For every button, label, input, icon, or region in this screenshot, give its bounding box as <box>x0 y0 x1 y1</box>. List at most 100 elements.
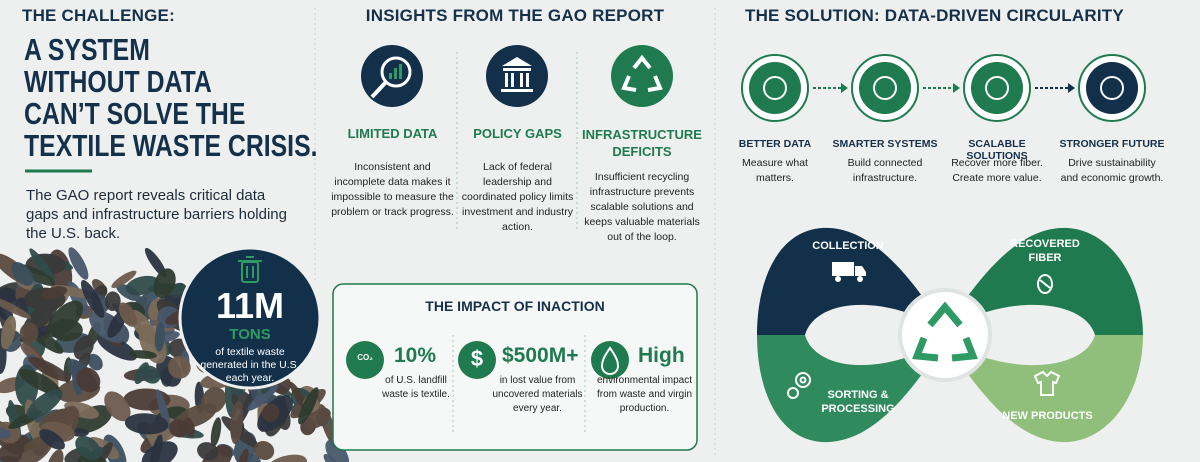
step-glyph <box>873 76 897 100</box>
step-arrowhead <box>953 83 960 93</box>
step-glyph <box>985 76 1009 100</box>
gear-icon <box>787 372 811 399</box>
bank-icon <box>501 57 533 92</box>
insight-text: Insufficient recycling infrastructure pr… <box>584 171 700 243</box>
step-title: STRONGER FUTURE <box>1059 138 1165 150</box>
headline-line: A SYSTEM <box>24 32 150 67</box>
fabric <box>210 417 222 447</box>
insight-text: Inconsistent and incomplete data makes i… <box>331 161 454 218</box>
headline-line: WITHOUT DATA <box>24 64 212 99</box>
stat-value: 11M <box>215 285 285 326</box>
impact-text: environmental impact from waste and virg… <box>596 375 693 414</box>
fabric <box>253 440 275 461</box>
cycle-label: NEW PRODUCTS <box>1002 410 1093 422</box>
icon-circle <box>591 341 629 379</box>
fabric <box>0 296 31 319</box>
icon-circle <box>346 341 384 379</box>
fabric <box>89 310 126 343</box>
step-glyph <box>1100 76 1124 100</box>
fabric <box>197 442 219 461</box>
fabric <box>73 335 94 360</box>
fabric <box>26 389 63 419</box>
fabric <box>41 286 68 300</box>
step-icon <box>859 62 911 114</box>
shirt-icon <box>1033 370 1061 396</box>
stat-text: of textile waste generated in the U.S. e… <box>200 346 300 384</box>
impact-text: of U.S. landfill waste is textile. <box>382 375 450 400</box>
insight-title: POLICY GAPS <box>473 126 562 141</box>
step-text: Recover more fiber. Create more value. <box>951 157 1043 184</box>
fabric <box>168 356 191 379</box>
step-title: SCALABLE SOLUTIONS <box>966 138 1028 162</box>
fabric <box>325 439 350 462</box>
spool-icon <box>1037 274 1053 294</box>
cycle <box>757 227 1143 443</box>
step-text: Measure what matters. <box>742 157 808 184</box>
fabric <box>304 408 331 429</box>
data-icon <box>370 56 412 99</box>
fabric <box>247 384 279 411</box>
step-arrowhead <box>841 83 848 93</box>
cycle-segment <box>757 335 945 443</box>
fabric <box>154 322 165 352</box>
fabric <box>128 350 157 359</box>
fabric <box>46 449 64 462</box>
fabric <box>76 367 101 393</box>
stat-unit: TONS <box>229 326 271 343</box>
cycle-segment <box>945 227 1143 335</box>
step-text: Build connected infrastructure. <box>847 157 923 184</box>
fabric <box>265 454 308 462</box>
recycle-icon <box>912 301 978 362</box>
fabric <box>149 434 163 462</box>
fabric <box>0 315 17 350</box>
step-title: BETTER DATA <box>738 138 812 150</box>
impact-value: 10% <box>394 344 437 367</box>
section-title: THE SOLUTION: DATA-DRIVEN CIRCULARITY <box>745 6 1124 25</box>
step-icon <box>971 62 1023 114</box>
body-text: The GAO report reveals critical data gap… <box>26 187 287 242</box>
fabric <box>234 448 249 462</box>
recycle-icon <box>621 54 663 92</box>
fabric <box>111 270 137 289</box>
solution-steps <box>741 54 1146 122</box>
insight-text: Lack of federal leadership and coordinat… <box>461 161 574 233</box>
fabric <box>39 429 65 450</box>
fabric <box>29 248 56 282</box>
fabric <box>68 247 89 280</box>
fabric <box>261 403 280 422</box>
fabric <box>97 334 137 361</box>
impact-title: THE IMPACT OF INACTION <box>425 298 605 314</box>
headline-line: CAN’T SOLVE THE <box>24 96 246 131</box>
fabric <box>46 300 84 338</box>
impact-value: High <box>638 344 685 367</box>
fabric <box>87 353 103 371</box>
fabric <box>169 419 189 438</box>
section-label: THE CHALLENGE: <box>22 6 175 25</box>
step-title: SMARTER SYSTEMS <box>832 138 938 150</box>
fabric <box>230 400 244 445</box>
fabric <box>104 391 131 422</box>
fabric <box>201 387 227 414</box>
fabric <box>11 262 34 286</box>
drop-icon <box>600 346 620 375</box>
icon-circle <box>611 45 673 107</box>
textile-pile <box>0 247 350 462</box>
fabric <box>16 434 54 462</box>
headline-line: TEXTILE WASTE CRISIS. <box>24 128 318 163</box>
stat-circle <box>178 246 322 390</box>
impact-icon: CO₂ <box>357 353 373 362</box>
step-icon <box>1086 62 1138 114</box>
fabric <box>298 387 319 425</box>
fabric <box>153 268 176 299</box>
cycle-label: SORTING & PROCESSING <box>821 389 895 415</box>
icon-circle <box>486 45 548 107</box>
fabric <box>19 322 39 344</box>
fabric <box>18 368 61 395</box>
fabric <box>64 401 100 419</box>
step-icon <box>749 62 801 114</box>
cycle-segment <box>757 227 945 335</box>
impact-value: $500M+ <box>502 344 579 367</box>
insight-title: INFRASTRUCTURE DEFICITS <box>582 127 702 159</box>
